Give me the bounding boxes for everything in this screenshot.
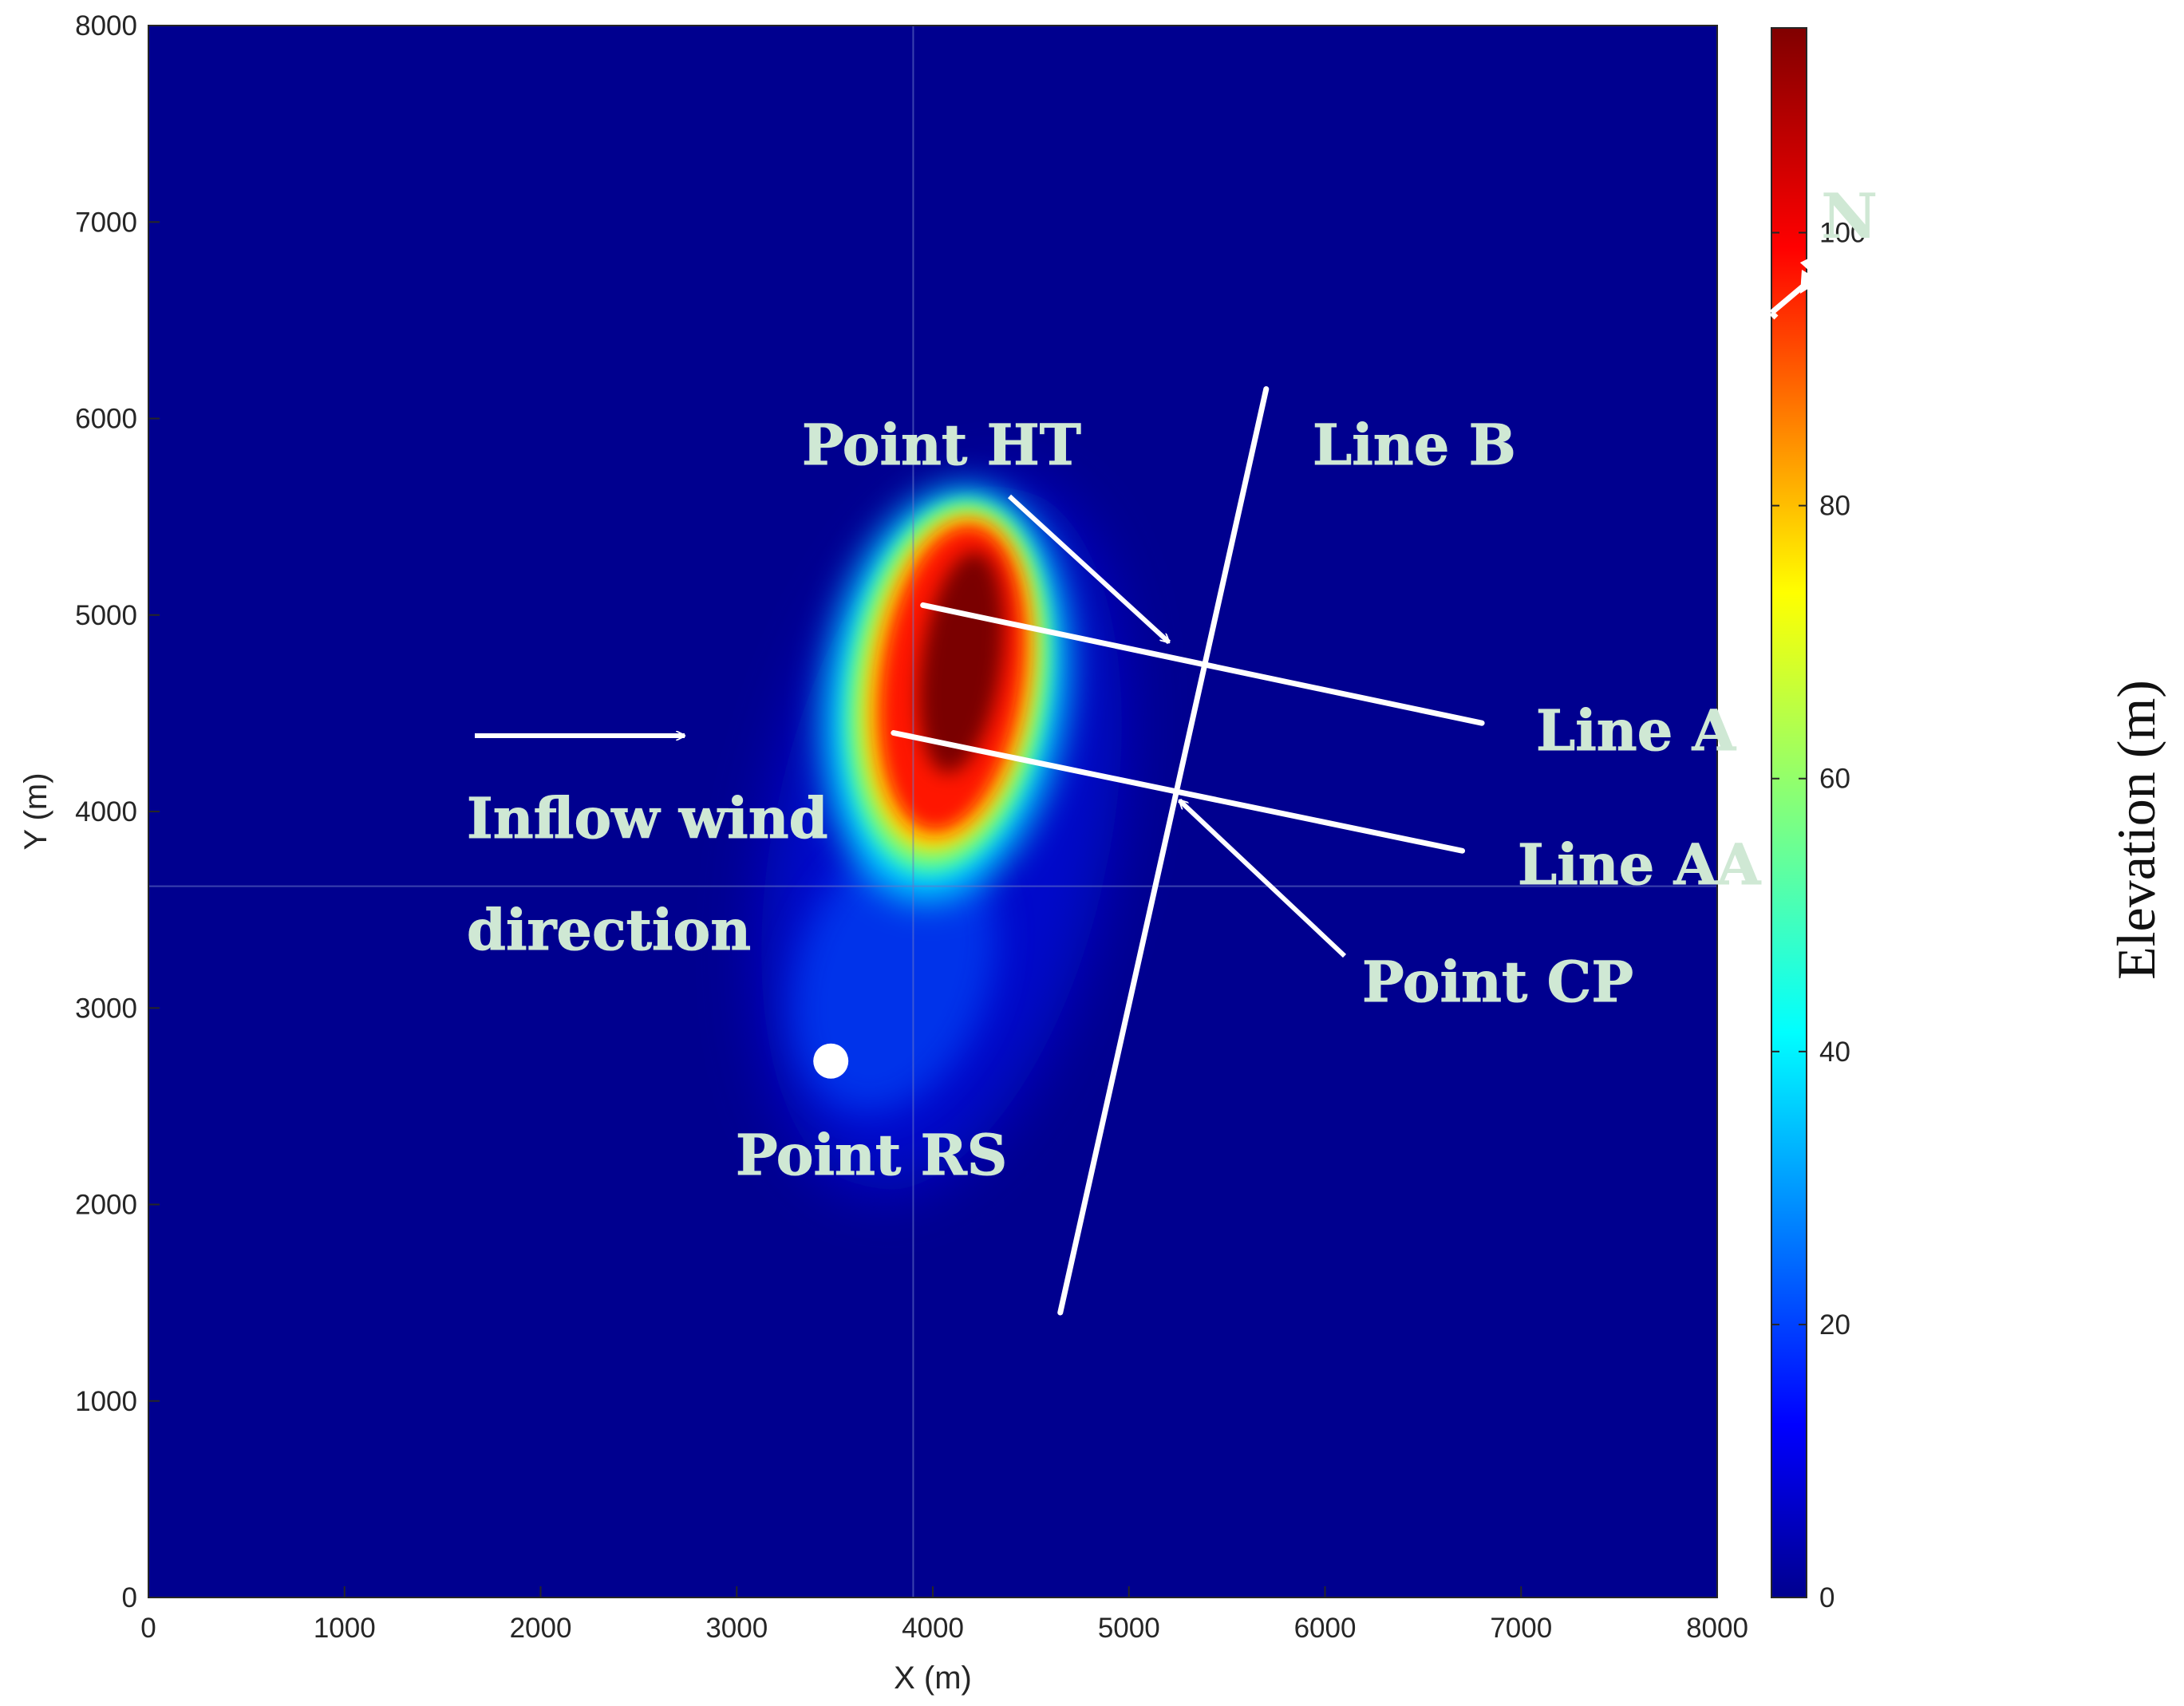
y-axis-title: Y (m) <box>18 772 53 850</box>
point-rs-marker <box>813 1043 849 1079</box>
colorbar-tick-label: 100 <box>1819 218 1866 249</box>
colorbar-tick-label: 60 <box>1819 764 1850 795</box>
inflow-wind-label: Inflow wind <box>467 785 828 851</box>
line-aa-path <box>891 730 1466 854</box>
north-arrow-head-icon <box>1800 270 1821 294</box>
y-tick-label: 7000 <box>75 207 137 238</box>
x-tick-label: 3000 <box>705 1613 768 1644</box>
x-axis-ticks: 0 1000 2000 3000 4000 5000 6000 7000 8000 <box>140 1586 1748 1644</box>
north-arrow-icon <box>1769 254 1834 320</box>
x-tick-label: 2000 <box>510 1613 572 1644</box>
surface-lower-tail <box>791 834 997 1113</box>
colorbar-ticks: 0 20 40 60 80 100 <box>1771 218 1866 1613</box>
point-rs-label: Point RS <box>736 1122 1007 1188</box>
direction-label: direction <box>467 897 751 963</box>
x-axis-title: X (m) <box>894 1661 972 1696</box>
colorbar-tick-label: 40 <box>1819 1037 1850 1068</box>
y-tick-label: 0 <box>122 1582 137 1613</box>
line-a-label: Line A <box>1536 697 1737 764</box>
colorbar-tick-label: 0 <box>1819 1582 1834 1613</box>
point-cp-label: Point CP <box>1362 949 1633 1015</box>
annotation-arrows <box>475 494 1347 958</box>
line-b-label: Line B <box>1313 412 1516 478</box>
y-tick-label: 3000 <box>75 993 137 1024</box>
x-tick-label: 4000 <box>902 1613 964 1644</box>
point-ht-label: Point HT <box>802 412 1081 478</box>
point-cp-arrow <box>1179 800 1347 958</box>
line-a-path <box>920 602 1485 726</box>
colorbar-label: Elevation (m) <box>2106 680 2166 980</box>
line-aa-label: Line AA <box>1518 831 1762 898</box>
y-axis-ticks: 0 1000 2000 3000 4000 5000 6000 7000 8000 <box>75 10 160 1613</box>
point-ht-arrow <box>1007 494 1169 645</box>
y-tick-label: 8000 <box>75 10 137 41</box>
colorbar-tick-label: 20 <box>1819 1309 1850 1341</box>
x-tick-label: 0 <box>140 1613 156 1644</box>
y-tick-label: 6000 <box>75 404 137 435</box>
x-tick-label: 7000 <box>1490 1613 1552 1644</box>
colorbar-tick-label: 80 <box>1819 491 1850 522</box>
north-label: N <box>1821 180 1878 253</box>
y-tick-label: 5000 <box>75 600 137 631</box>
x-tick-label: 6000 <box>1294 1613 1357 1644</box>
line-b-path <box>1057 386 1270 1316</box>
y-tick-label: 1000 <box>75 1386 137 1417</box>
y-tick-label: 2000 <box>75 1190 137 1221</box>
x-tick-label: 1000 <box>314 1613 376 1644</box>
x-tick-label: 5000 <box>1098 1613 1160 1644</box>
x-tick-label: 8000 <box>1686 1613 1748 1644</box>
grid-lines <box>148 26 1717 1597</box>
y-tick-label: 4000 <box>75 796 137 827</box>
annotation-lines <box>891 386 1485 1316</box>
